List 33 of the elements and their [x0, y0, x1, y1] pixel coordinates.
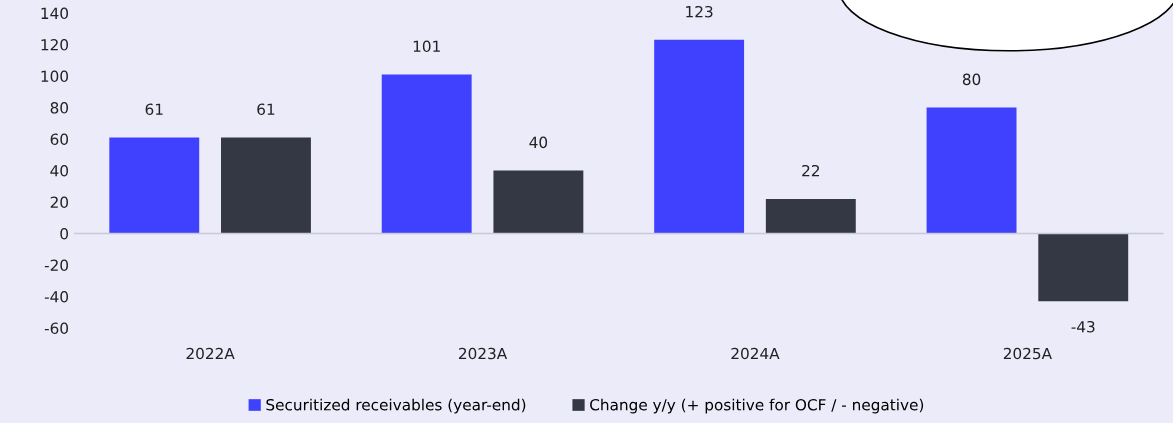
- y-tick-label: -60: [44, 322, 69, 335]
- data-label: 22: [802, 164, 820, 177]
- bar: [654, 39, 745, 234]
- data-label: 61: [257, 103, 275, 116]
- y-tick-label: 80: [50, 102, 69, 114]
- bar: [381, 74, 472, 234]
- y-tick-label: 140: [41, 7, 69, 20]
- x-tick-label: 2022A: [186, 347, 235, 360]
- y-tick-label: 40: [50, 165, 69, 177]
- y-tick-label: 100: [41, 70, 69, 83]
- bar: [765, 198, 856, 234]
- x-tick-label: 2023A: [459, 347, 508, 360]
- data-label: -43: [1071, 320, 1095, 333]
- y-tick-label: 20: [50, 196, 69, 209]
- y-tick-label: 60: [50, 133, 69, 146]
- data-label: 61: [145, 103, 163, 116]
- bar: [1038, 233, 1129, 302]
- legend-label: Change y/y (+ positive for OCF / - negative): [590, 398, 924, 414]
- bar: [109, 137, 200, 234]
- data-label: 123: [686, 5, 713, 18]
- data-label: 80: [962, 73, 981, 86]
- y-tick-label: 120: [41, 39, 69, 51]
- data-label: 40: [529, 136, 548, 149]
- x-tick-label: 2025A: [1003, 347, 1052, 360]
- bar: [493, 170, 584, 234]
- y-tick-label: -20: [44, 259, 69, 272]
- bar: [926, 107, 1017, 234]
- data-label: 101: [413, 40, 440, 53]
- y-tick-label: 0: [60, 227, 69, 240]
- bar: [221, 137, 311, 234]
- y-tick-label: -40: [44, 290, 69, 303]
- x-tick-label: 2024A: [731, 347, 780, 360]
- legend-label: Securitized receivables (year-end): [266, 398, 526, 414]
